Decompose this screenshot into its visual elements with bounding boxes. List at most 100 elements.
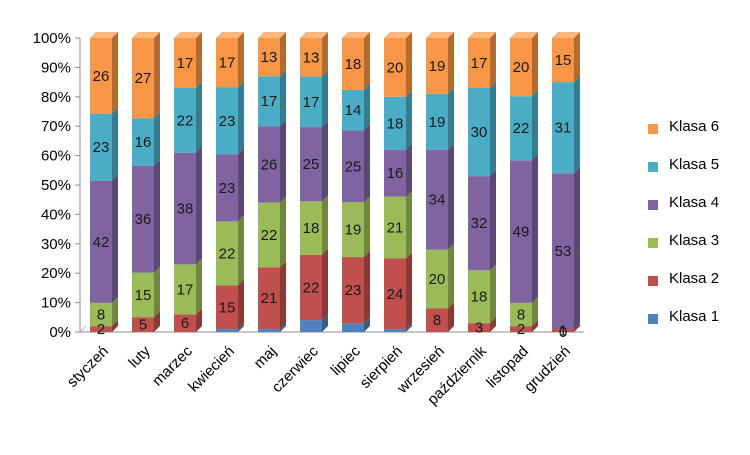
x-tick-label: kwiecień	[185, 343, 238, 396]
data-label: 16	[387, 165, 404, 182]
bar-side	[154, 112, 160, 166]
data-label: 5	[139, 317, 147, 334]
bar-side	[364, 251, 370, 324]
bar-side	[574, 76, 580, 174]
y-tick-label: 50%	[41, 177, 71, 194]
bar-segment	[300, 38, 322, 77]
y-tick-label: 60%	[41, 148, 71, 165]
bar-top	[426, 32, 454, 38]
bar-segment	[174, 87, 196, 153]
legend-label-klasa-2: Klasa 2	[669, 270, 720, 287]
bar-segment	[384, 149, 406, 197]
bar-top	[174, 32, 202, 38]
bar-segment	[132, 165, 154, 273]
bar-side	[364, 32, 370, 90]
bar-side	[406, 252, 412, 330]
data-label: 22	[513, 120, 530, 137]
legend-swatch-klasa-2	[648, 276, 658, 286]
bar-segment	[132, 272, 154, 318]
data-label: 0	[559, 324, 567, 341]
bar-side	[490, 170, 496, 271]
data-label: 53	[555, 243, 572, 260]
bar-side	[490, 81, 496, 177]
bar-side	[196, 32, 202, 88]
bar-top	[510, 32, 538, 38]
bar-side	[238, 148, 244, 222]
bar-segment	[216, 87, 238, 155]
bar-segment	[384, 329, 406, 332]
bar-segment	[216, 329, 238, 332]
data-label: 17	[303, 94, 320, 111]
bar-side	[196, 81, 202, 153]
bar-segment	[510, 302, 532, 327]
bar-segment	[300, 201, 322, 255]
data-label: 23	[219, 113, 236, 130]
bar-side	[406, 90, 412, 150]
x-tick-label: lipiec	[328, 342, 365, 379]
data-label: 34	[429, 192, 446, 209]
data-label: 19	[345, 222, 362, 239]
data-label: 31	[555, 120, 572, 137]
bar-segment	[384, 96, 406, 150]
y-tick-label: 70%	[41, 118, 71, 135]
data-label: 19	[429, 114, 446, 131]
axis-depth-line	[79, 325, 87, 333]
bar-segment	[552, 82, 574, 174]
legend-item-klasa-6: Klasa 6	[648, 118, 748, 156]
data-label: 26	[261, 156, 278, 173]
bar-top	[216, 32, 244, 38]
bar-side	[112, 296, 118, 327]
bar-side	[196, 258, 202, 315]
bar-side	[574, 32, 580, 83]
bar-side	[280, 120, 286, 203]
y-tick-label: 100%	[33, 30, 71, 47]
bar-top	[342, 32, 370, 38]
bar-side	[490, 317, 496, 332]
x-tick-label: czerwiec	[269, 342, 323, 396]
bar-segment	[468, 38, 490, 88]
bar-side	[112, 32, 118, 114]
bar-side	[280, 261, 286, 330]
bar-side	[532, 154, 538, 303]
bar-segment	[258, 126, 280, 203]
bar-side	[238, 279, 244, 330]
bar-side	[238, 215, 244, 286]
data-label: 18	[387, 115, 404, 132]
bar-side	[154, 311, 160, 332]
bar-side	[322, 248, 328, 321]
data-label: 17	[177, 55, 194, 72]
bar-side	[364, 317, 370, 332]
bar-top	[552, 32, 580, 38]
x-tick-label: luty	[125, 342, 154, 371]
data-label: 2	[517, 321, 525, 338]
legend-swatch-klasa-1	[648, 314, 658, 324]
bar-segment	[426, 308, 448, 332]
bar-side	[406, 190, 412, 259]
bar-side	[448, 32, 454, 94]
bar-segment	[342, 130, 364, 203]
bar-side	[322, 70, 328, 128]
bar-segment	[426, 249, 448, 309]
bar-side	[154, 266, 160, 318]
bar-side	[532, 32, 538, 97]
data-label: 14	[345, 102, 362, 119]
bar-segment	[384, 196, 406, 259]
bar-side	[448, 87, 454, 150]
data-label: 16	[135, 134, 152, 151]
bar-segment	[174, 264, 196, 315]
bar-segment	[132, 317, 154, 332]
bar-top	[300, 32, 328, 38]
legend-swatch-klasa-5	[648, 162, 658, 172]
bar-segment	[468, 87, 490, 177]
bar-side	[322, 314, 328, 332]
data-label: 22	[177, 112, 194, 129]
legend-label-klasa-6: Klasa 6	[669, 118, 720, 135]
bar-segment	[342, 202, 364, 258]
data-label: 23	[345, 282, 362, 299]
bar-side	[238, 81, 244, 155]
legend-swatch-klasa-6	[648, 124, 658, 134]
bar-segment	[300, 254, 322, 321]
data-label: 3	[475, 320, 483, 337]
data-label: 21	[387, 220, 404, 237]
